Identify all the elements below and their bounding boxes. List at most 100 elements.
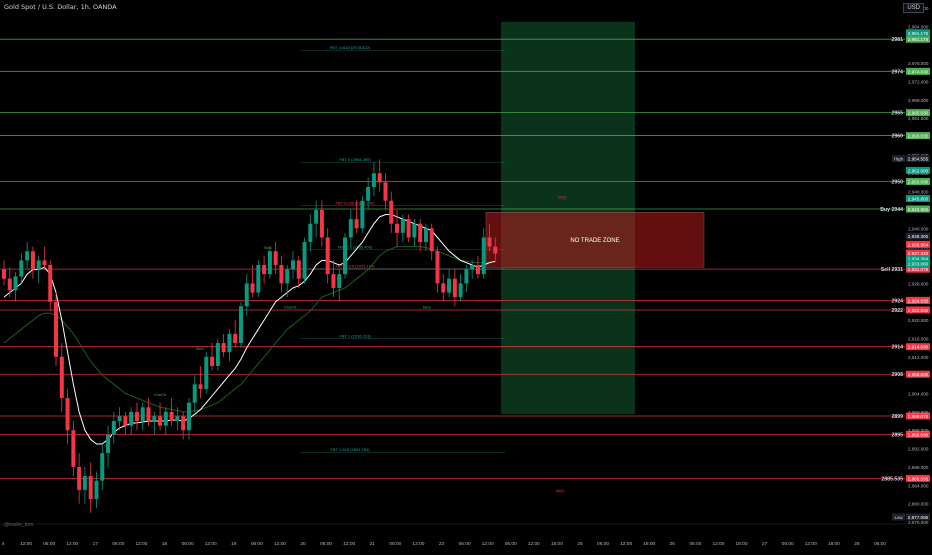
candle-41[interactable] bbox=[238, 301, 243, 348]
candle-4[interactable] bbox=[25, 242, 30, 270]
price-axis-label-9: 2,948.000 bbox=[908, 190, 929, 195]
candle-60[interactable] bbox=[348, 209, 353, 247]
axis-tag-text-6: 2,937.240 bbox=[908, 251, 929, 256]
candle-9[interactable] bbox=[54, 292, 59, 366]
candle-68[interactable] bbox=[395, 209, 400, 247]
candle-19[interactable] bbox=[111, 411, 116, 444]
candle-44[interactable] bbox=[256, 260, 261, 298]
candle-7[interactable] bbox=[42, 246, 47, 270]
candle-31[interactable] bbox=[181, 411, 186, 440]
currency-button[interactable]: USD bbox=[903, 3, 924, 13]
candle-17[interactable] bbox=[100, 443, 105, 490]
candle-83[interactable] bbox=[481, 228, 486, 279]
candle-63[interactable] bbox=[366, 177, 371, 210]
candle-body-48 bbox=[279, 265, 284, 284]
candle-57[interactable] bbox=[331, 260, 336, 298]
candle-51[interactable] bbox=[296, 255, 301, 288]
candle-40[interactable] bbox=[233, 320, 238, 348]
candle-11[interactable] bbox=[65, 388, 70, 444]
candle-34[interactable] bbox=[198, 365, 203, 399]
candle-49[interactable] bbox=[285, 265, 290, 298]
candle-6[interactable] bbox=[36, 255, 41, 284]
candle-73[interactable] bbox=[423, 223, 428, 252]
candle-56[interactable] bbox=[325, 228, 330, 284]
candle-0[interactable] bbox=[2, 260, 6, 286]
candle-33[interactable] bbox=[192, 375, 197, 412]
candle-50[interactable] bbox=[291, 251, 295, 279]
level-axis-tag-13 bbox=[906, 474, 930, 482]
candle-69[interactable] bbox=[400, 214, 405, 243]
candle-1[interactable] bbox=[7, 267, 12, 298]
axis-tag-1 bbox=[906, 155, 930, 163]
candle-39[interactable] bbox=[227, 329, 232, 362]
candle-61[interactable] bbox=[354, 200, 359, 233]
candle-47[interactable] bbox=[273, 242, 278, 275]
candle-77[interactable] bbox=[447, 269, 452, 298]
candle-8[interactable] bbox=[48, 260, 53, 311]
candle-10[interactable] bbox=[59, 343, 64, 412]
candle-67[interactable] bbox=[389, 191, 394, 233]
candle-35[interactable] bbox=[204, 352, 209, 394]
candle-12[interactable] bbox=[71, 421, 76, 477]
candle-2[interactable] bbox=[13, 271, 18, 302]
candle-36[interactable] bbox=[210, 343, 215, 371]
candle-23[interactable] bbox=[134, 402, 139, 431]
candle-28[interactable] bbox=[163, 407, 168, 435]
candle-25[interactable] bbox=[146, 398, 151, 426]
candle-body-50 bbox=[291, 260, 295, 270]
candle-14[interactable] bbox=[82, 466, 87, 504]
candle-53[interactable] bbox=[308, 214, 313, 252]
candle-81[interactable] bbox=[470, 260, 475, 279]
candle-42[interactable] bbox=[244, 274, 249, 316]
candle-5[interactable] bbox=[30, 246, 35, 279]
candle-76[interactable] bbox=[441, 274, 446, 302]
candle-32[interactable] bbox=[186, 398, 191, 440]
candle-64[interactable] bbox=[371, 161, 376, 197]
candle-22[interactable] bbox=[129, 407, 134, 435]
no-trade-zone[interactable] bbox=[485, 211, 705, 268]
candle-59[interactable] bbox=[343, 232, 348, 279]
candle-66[interactable] bbox=[383, 173, 388, 210]
candle-body-75 bbox=[435, 251, 440, 284]
candle-43[interactable] bbox=[250, 265, 255, 298]
candle-80[interactable] bbox=[464, 265, 469, 293]
candle-38[interactable] bbox=[221, 333, 226, 357]
candle-58[interactable] bbox=[337, 269, 342, 302]
candle-72[interactable] bbox=[418, 219, 423, 252]
time-axis-label-20: 06:00 bbox=[459, 541, 471, 547]
level-axis-tag-6 bbox=[906, 265, 930, 273]
candle-24[interactable] bbox=[140, 402, 145, 431]
candle-75[interactable] bbox=[435, 246, 440, 293]
candle-55[interactable] bbox=[319, 200, 324, 247]
candle-78[interactable] bbox=[452, 269, 457, 307]
candle-37[interactable] bbox=[215, 338, 220, 371]
candle-74[interactable] bbox=[429, 223, 434, 261]
candle-13[interactable] bbox=[77, 453, 82, 504]
candle-85[interactable] bbox=[493, 237, 498, 261]
candle-71[interactable] bbox=[412, 219, 417, 247]
candle-20[interactable] bbox=[117, 407, 122, 431]
candle-18[interactable] bbox=[106, 425, 111, 467]
candle-26[interactable] bbox=[152, 411, 157, 435]
candle-16[interactable] bbox=[94, 471, 99, 509]
candle-27[interactable] bbox=[158, 402, 163, 431]
candle-45[interactable] bbox=[262, 255, 267, 284]
time-axis-label-30: 06:00 bbox=[689, 541, 701, 547]
candle-48[interactable] bbox=[279, 255, 284, 293]
candle-29[interactable] bbox=[169, 398, 174, 426]
candle-15[interactable] bbox=[88, 462, 93, 513]
candle-79[interactable] bbox=[458, 274, 463, 302]
candle-70[interactable] bbox=[406, 214, 411, 243]
candle-84[interactable] bbox=[487, 223, 492, 252]
candle-3[interactable] bbox=[19, 253, 24, 284]
candle-46[interactable] bbox=[267, 246, 272, 279]
candle-82[interactable] bbox=[475, 255, 480, 279]
candle-65[interactable] bbox=[377, 159, 382, 192]
candle-54[interactable] bbox=[314, 200, 319, 238]
candle-21[interactable] bbox=[123, 411, 128, 435]
candle-62[interactable] bbox=[360, 196, 365, 233]
candle-30[interactable] bbox=[175, 407, 180, 431]
candle-52[interactable] bbox=[302, 237, 307, 284]
